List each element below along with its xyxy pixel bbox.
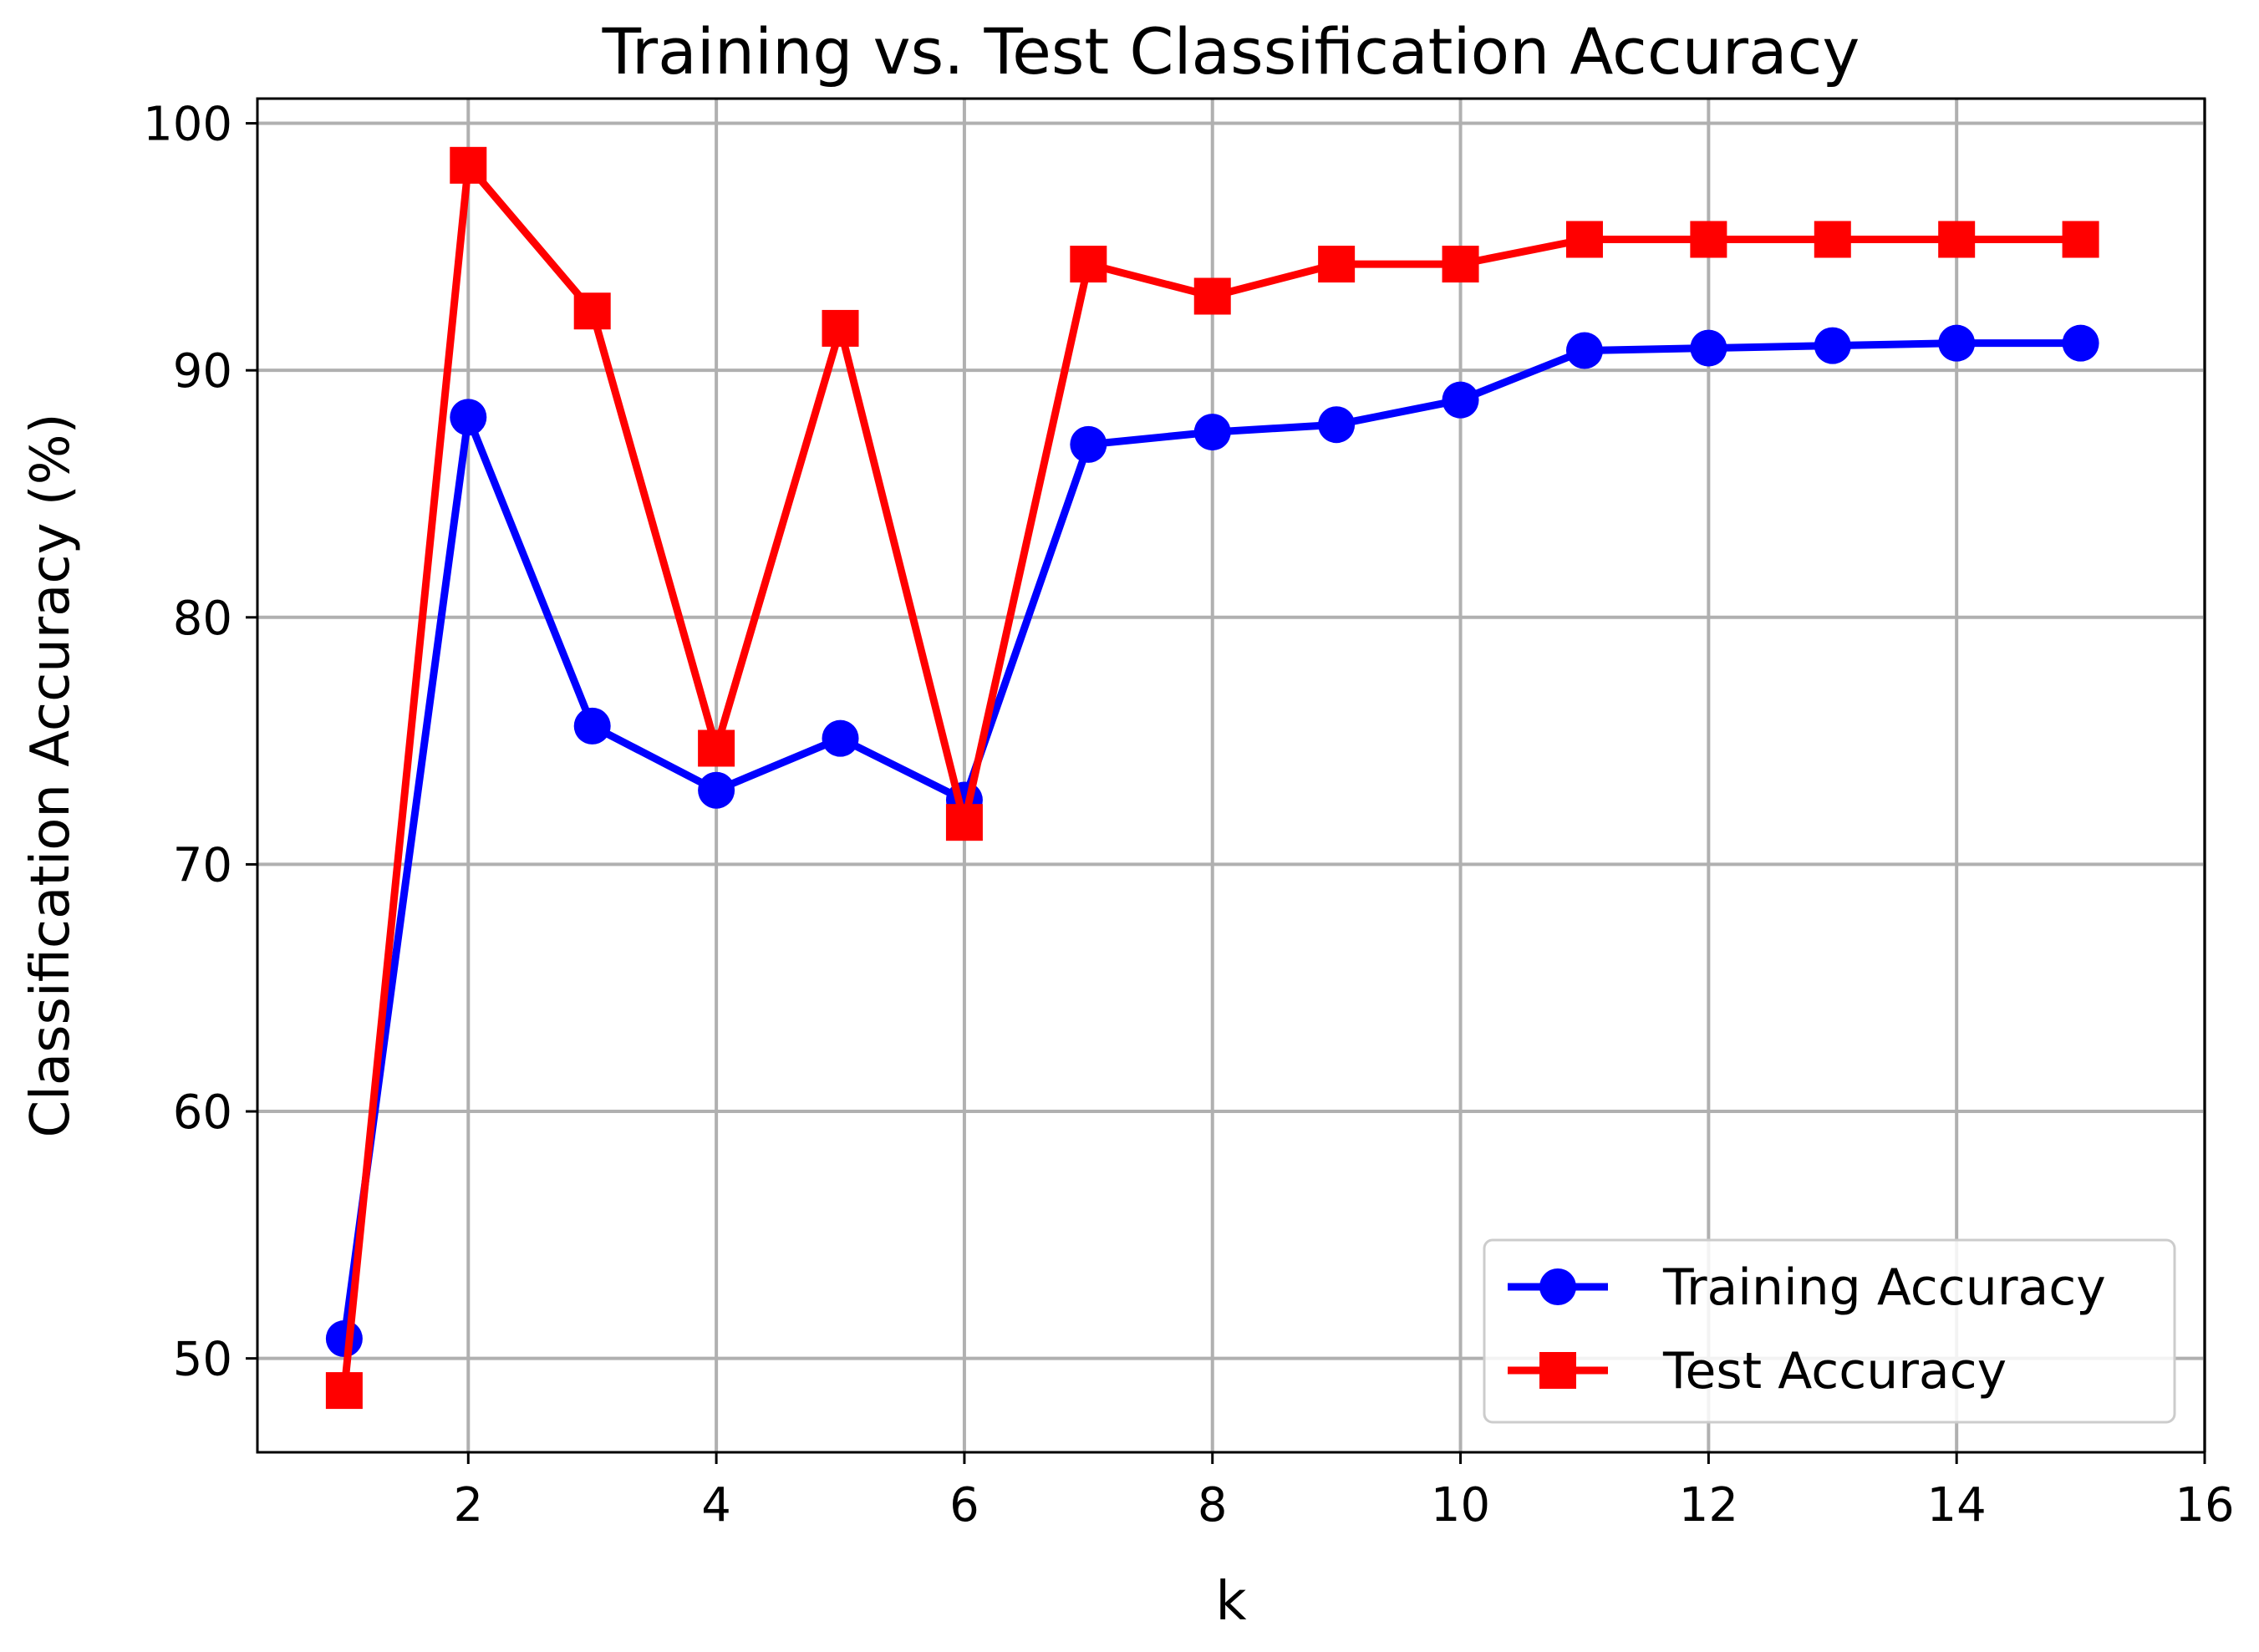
x-tick-label: 12 — [1679, 1478, 1738, 1533]
test-accuracy-point — [573, 292, 611, 330]
y-tick-label: 50 — [173, 1333, 232, 1387]
training-accuracy-point — [573, 707, 611, 745]
training-accuracy-point — [1442, 381, 1479, 419]
training-accuracy-point — [1938, 324, 1976, 362]
legend-item-training-accuracy: Training Accuracy — [1508, 1258, 2106, 1317]
test-accuracy-point — [1318, 246, 1356, 283]
x-tick-label: 2 — [453, 1478, 483, 1533]
test-accuracy-point — [1690, 221, 1727, 258]
training-accuracy-point — [822, 719, 859, 757]
y-axis-label: Classification Accuracy (%) — [20, 413, 82, 1137]
x-tick-label: 14 — [1927, 1478, 1987, 1533]
test-accuracy-series — [325, 146, 2099, 1410]
y-tick-label: 90 — [173, 344, 232, 399]
y-tick-label: 100 — [143, 98, 232, 152]
y-tick-label: 60 — [173, 1085, 232, 1140]
test-accuracy-point — [1565, 221, 1603, 258]
training-accuracy-point — [1193, 414, 1231, 451]
training-accuracy-point — [1690, 329, 1727, 367]
test-accuracy-point — [698, 729, 735, 767]
training-accuracy-point — [698, 771, 735, 809]
test-accuracy-point — [325, 1372, 363, 1410]
legend-item-test-accuracy: Test Accuracy — [1508, 1342, 2007, 1400]
x-tick-label: 6 — [949, 1478, 979, 1533]
test-accuracy-point — [1070, 246, 1107, 283]
y-tick-label: 80 — [173, 592, 232, 646]
plot-frame — [256, 97, 2206, 1454]
training-accuracy-point — [1070, 425, 1107, 463]
test-accuracy-point — [945, 804, 983, 841]
training-accuracy-point — [1318, 406, 1356, 444]
legend-marker-square — [1539, 1352, 1576, 1389]
test-accuracy-point — [822, 309, 859, 347]
test-accuracy-point — [450, 146, 487, 184]
y-tick-label: 70 — [173, 838, 232, 892]
training-accuracy-point — [1814, 327, 1851, 364]
x-tick-label: 10 — [1431, 1478, 1490, 1533]
legend-marker-circle — [1539, 1268, 1576, 1305]
test-accuracy-point — [1193, 277, 1231, 315]
x-axis-label: k — [1215, 1571, 1246, 1633]
series-group — [325, 146, 2099, 1410]
test-accuracy-point — [1442, 246, 1479, 283]
x-tick-label: 16 — [2175, 1478, 2234, 1533]
training-accuracy-point — [2062, 324, 2099, 362]
chart-title: Training vs. Test Classification Accurac… — [602, 14, 1860, 89]
training-accuracy-point — [1565, 332, 1603, 369]
test-accuracy-point — [1938, 221, 1976, 258]
x-tick-label: 8 — [1198, 1478, 1228, 1533]
legend-label: Test Accuracy — [1662, 1342, 2007, 1400]
legend-box — [1483, 1238, 2176, 1424]
test-accuracy-point — [2062, 221, 2099, 258]
x-tick-label: 4 — [701, 1478, 731, 1533]
legend: Training Accuracy Test Accuracy — [1483, 1238, 2176, 1424]
training-accuracy-point — [325, 1320, 363, 1358]
axis-ticks: 2 4 6 8 10 12 14 16 50 60 70 80 90 100 — [143, 98, 2235, 1533]
legend-label: Training Accuracy — [1662, 1258, 2106, 1317]
test-accuracy-point — [1814, 221, 1851, 258]
training-accuracy-point — [450, 399, 487, 436]
